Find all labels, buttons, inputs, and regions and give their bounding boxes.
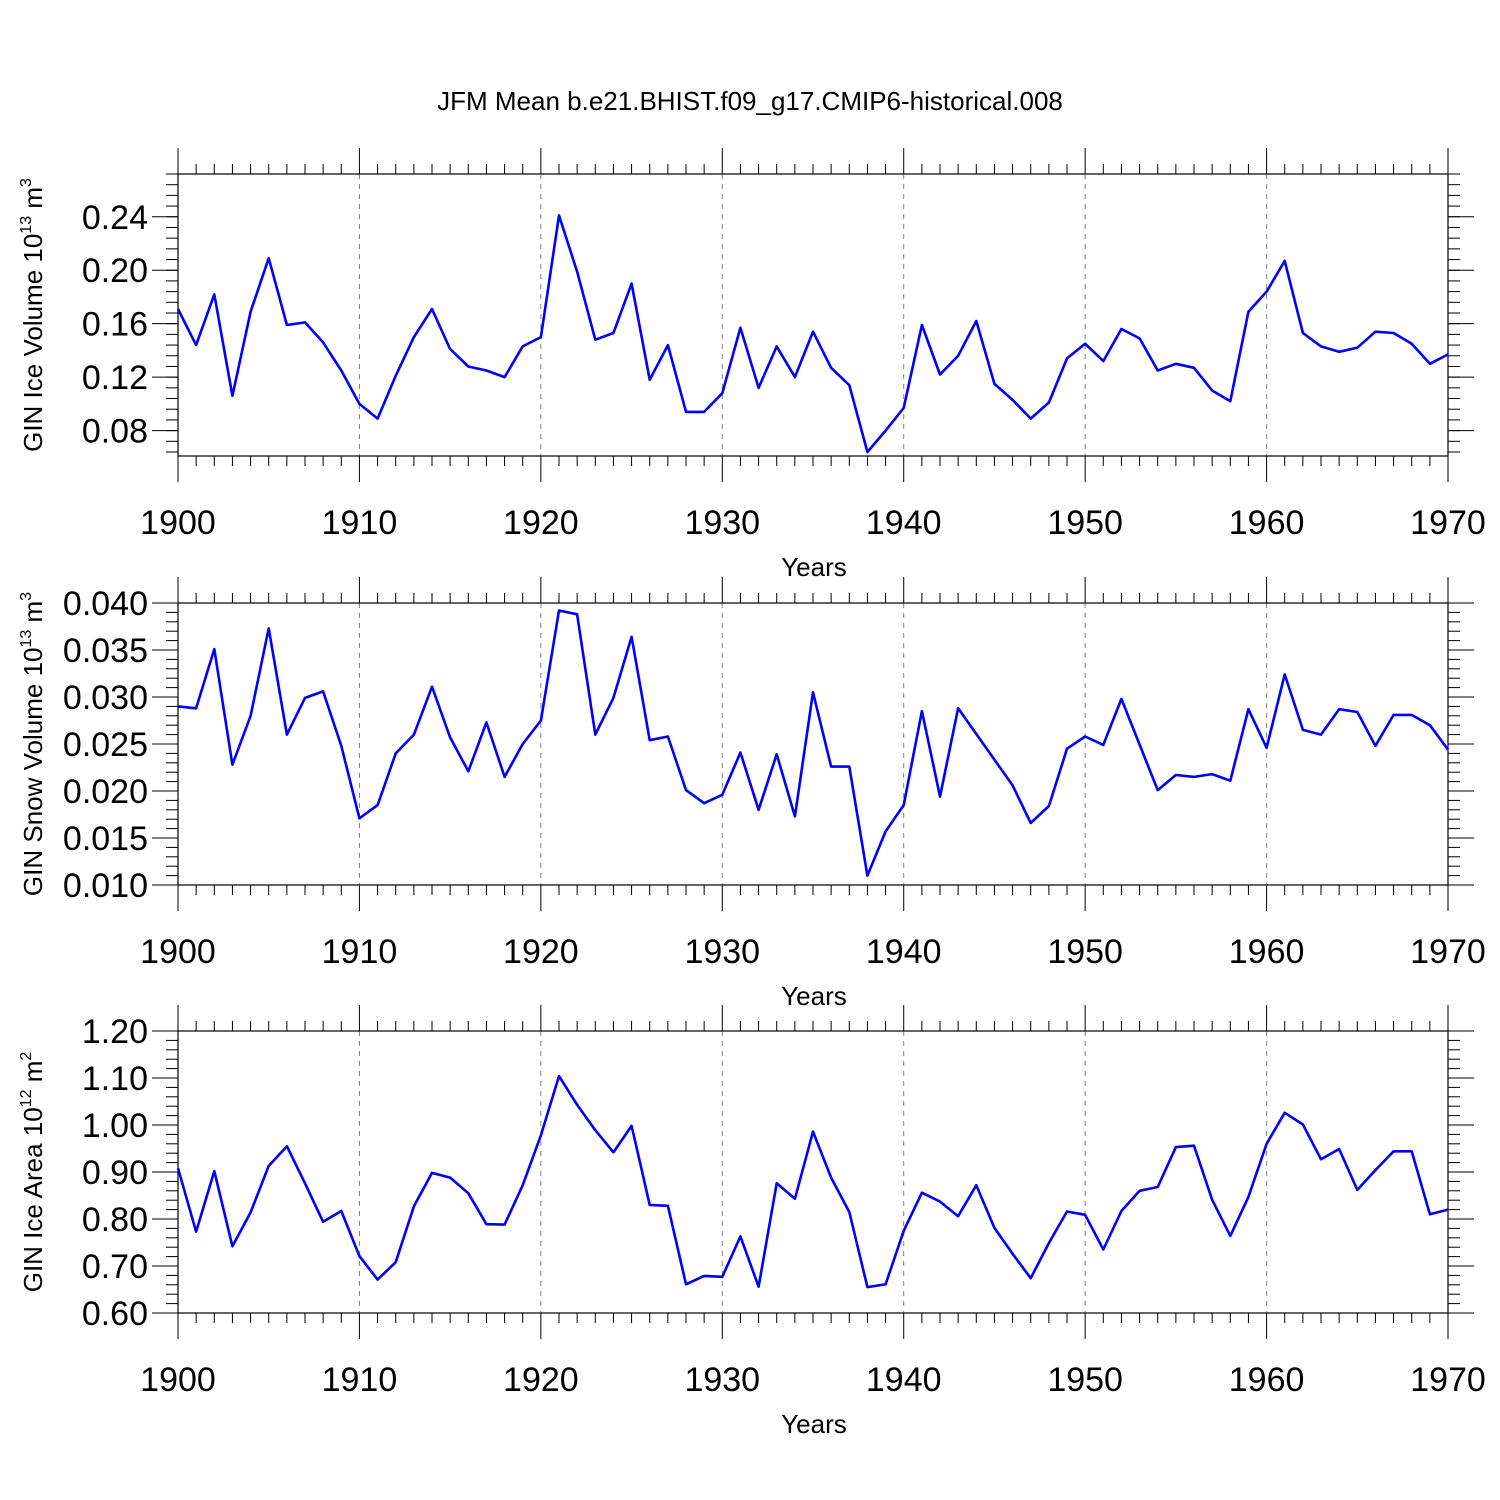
x-tick-label: 1910 [322,504,398,542]
y-tick-label: 1.20 [82,1013,148,1051]
y-tick-label: 1.00 [82,1107,148,1145]
x-tick-label: 1970 [1410,1361,1486,1399]
y-tick-label: 0.70 [82,1248,148,1286]
x-tick-label: 1940 [866,504,942,542]
x-tick-label: 1930 [684,933,760,971]
y-tick-label: 0.030 [63,679,148,717]
y-tick-label: 0.80 [82,1201,148,1239]
x-tick-label: 1960 [1229,1361,1305,1399]
y-tick-label: 0.035 [63,632,148,670]
y-tick-label: 0.015 [63,820,148,858]
y-tick-label: 0.24 [82,199,148,237]
y-tick-label: 0.020 [63,773,148,811]
x-tick-label: 1920 [503,504,579,542]
x-tick-label: 1970 [1410,933,1486,971]
x-tick-label: 1920 [503,1361,579,1399]
x-tick-label: 1940 [866,933,942,971]
x-tick-label: 1930 [684,504,760,542]
y-tick-label: 0.60 [82,1295,148,1333]
y-tick-label: 1.10 [82,1060,148,1098]
chart-title: JFM Mean b.e21.BHIST.f09_g17.CMIP6-histo… [437,86,1063,116]
y-tick-label: 0.20 [82,252,148,290]
x-tick-label: 1900 [140,1361,216,1399]
y-tick-label: 0.12 [82,359,148,397]
y-tick-label: 0.08 [82,413,148,451]
x-axis-title: Years [781,1409,847,1439]
y-tick-label: 0.010 [63,867,148,905]
x-tick-label: 1950 [1047,1361,1123,1399]
x-tick-label: 1960 [1229,933,1305,971]
y-axis-title: GIN Snow Volume 1013 m3 [18,592,48,896]
x-tick-label: 1920 [503,933,579,971]
panel-2: 0.010 0.015 0.020 0.025 0.030 0.035 0.040 1900 1… [18,577,1486,1011]
panel-1: 0.08 0.12 0.16 0.20 0.24 1900 1910 1920 1930 1940… [18,148,1486,582]
y-axis-title: GIN Ice Area 1012 m2 [18,1052,48,1293]
x-tick-label: 1950 [1047,504,1123,542]
x-tick-label: 1900 [140,504,216,542]
y-tick-label: 0.16 [82,306,148,344]
plot-frame [177,173,1449,457]
x-axis-title: Years [781,981,847,1011]
x-tick-label: 1910 [322,1361,398,1399]
x-tick-label: 1910 [322,933,398,971]
data-series-line [177,609,1450,877]
x-axis-title: Years [781,552,847,582]
y-tick-label: 0.040 [63,585,148,623]
y-tick-label: 0.025 [63,726,148,764]
x-tick-label: 1960 [1229,504,1305,542]
x-tick-label: 1930 [684,1361,760,1399]
panel-3: 0.60 0.70 0.80 0.90 1.00 1.10 1.20 1900 1910 1920… [18,1005,1486,1439]
x-tick-label: 1970 [1410,504,1486,542]
data-series-line [176,1074,1449,1289]
data-series-line [176,214,1449,454]
x-tick-label: 1900 [140,933,216,971]
y-axis-title: GIN Ice Volume 1013 m3 [18,178,48,452]
x-tick-label: 1940 [866,1361,942,1399]
y-tick-label: 0.90 [82,1154,148,1192]
x-tick-label: 1950 [1047,933,1123,971]
plot-frame [177,602,1449,886]
